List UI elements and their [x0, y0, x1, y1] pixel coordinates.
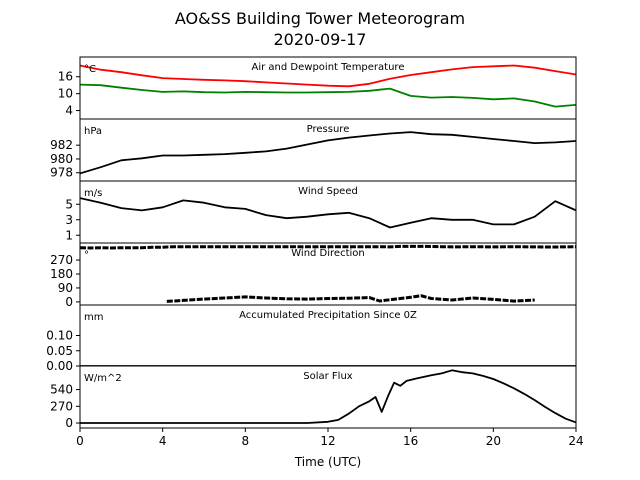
panel-5-ytick-label-2: 0.05	[46, 344, 73, 358]
panel-6-title: Solar Flux	[303, 371, 353, 382]
panel-2-series-1-line	[80, 131, 576, 175]
x-tick-label-2: 4	[159, 434, 167, 448]
chart-subtitle: 2020-09-17	[274, 30, 367, 49]
panel-2-unit: hPa	[84, 126, 102, 137]
panel-5: 0.000.050.10 Accumulated Precipitation Si…	[46, 304, 577, 373]
panel-3-ytick-label-1: 1	[65, 228, 73, 242]
panel-6-ytick-label-1: 0	[65, 416, 73, 430]
panel-2-ytick-label-1: 978	[50, 166, 73, 180]
panel-6: 0 270 540 Solar Flux W/m^2	[50, 365, 577, 430]
x-axis: 0 4 8 12 16 20 24	[76, 428, 584, 448]
panel-6-ytick-label-3: 540	[50, 383, 73, 397]
panel-1-ytick-label-1: 4	[65, 104, 73, 118]
chart-title: AO&SS Building Tower Meteorogram	[175, 9, 465, 28]
panel-6-unit: W/m^2	[84, 373, 122, 384]
x-axis-label: Time (UTC)	[294, 455, 361, 469]
panel-1-title: Air and Dewpoint Temperature	[252, 62, 405, 73]
panel-6-series-1-line	[80, 369, 576, 424]
panel-3-unit: m/s	[84, 188, 102, 199]
panel-1-unit: °C	[84, 64, 96, 75]
panel-3-series-1-line	[80, 197, 576, 229]
panel-4-title: Wind Direction	[291, 248, 365, 259]
x-tick-label-7: 24	[568, 434, 583, 448]
panel-1-series-1-line	[80, 64, 576, 88]
panel-2-ytick-label-3: 982	[50, 138, 73, 152]
panel-6-ytick-label-2: 270	[50, 399, 73, 413]
panel-5-ytick-label-3: 0.10	[46, 329, 73, 343]
panel-4-unit: °	[84, 250, 89, 261]
panel-1-ytick-label-2: 10	[58, 87, 73, 101]
panel-5-ytick-label-1: 0.00	[46, 359, 73, 373]
panel-4-ytick-label-3: 180	[50, 267, 73, 281]
panel-1: 4 10 16 Air and Dewpoint Temperature °C	[58, 56, 577, 120]
panel-4-ytick-label-4: 270	[50, 253, 73, 267]
panel-4-ytick-label-2: 90	[58, 281, 73, 295]
panel-3-title: Wind Speed	[298, 186, 358, 197]
x-tick-label-1: 0	[76, 434, 84, 448]
panel-5-title: Accumulated Precipitation Since 0Z	[239, 310, 417, 321]
panel-3: 13 5 Wind Speed m/s	[65, 180, 577, 244]
panel-5-unit: mm	[84, 312, 103, 323]
panel-1-series-2-line	[80, 83, 576, 108]
panel-4-series-2-line	[166, 294, 535, 303]
panel-2-title: Pressure	[307, 124, 350, 135]
panel-2-ytick-label-2: 980	[50, 152, 73, 166]
x-tick-label-5: 16	[403, 434, 418, 448]
panel-4-series-1-line	[80, 244, 576, 250]
panel-1-ytick-label-3: 16	[58, 70, 73, 84]
x-tick-label-3: 8	[242, 434, 250, 448]
panel-4-ytick-label-1: 0	[65, 295, 73, 309]
panel-3-ytick-label-2: 3	[65, 213, 73, 227]
panel-3-ytick-label-3: 5	[65, 197, 73, 211]
x-tick-label-4: 12	[320, 434, 335, 448]
x-tick-label-6: 20	[486, 434, 501, 448]
